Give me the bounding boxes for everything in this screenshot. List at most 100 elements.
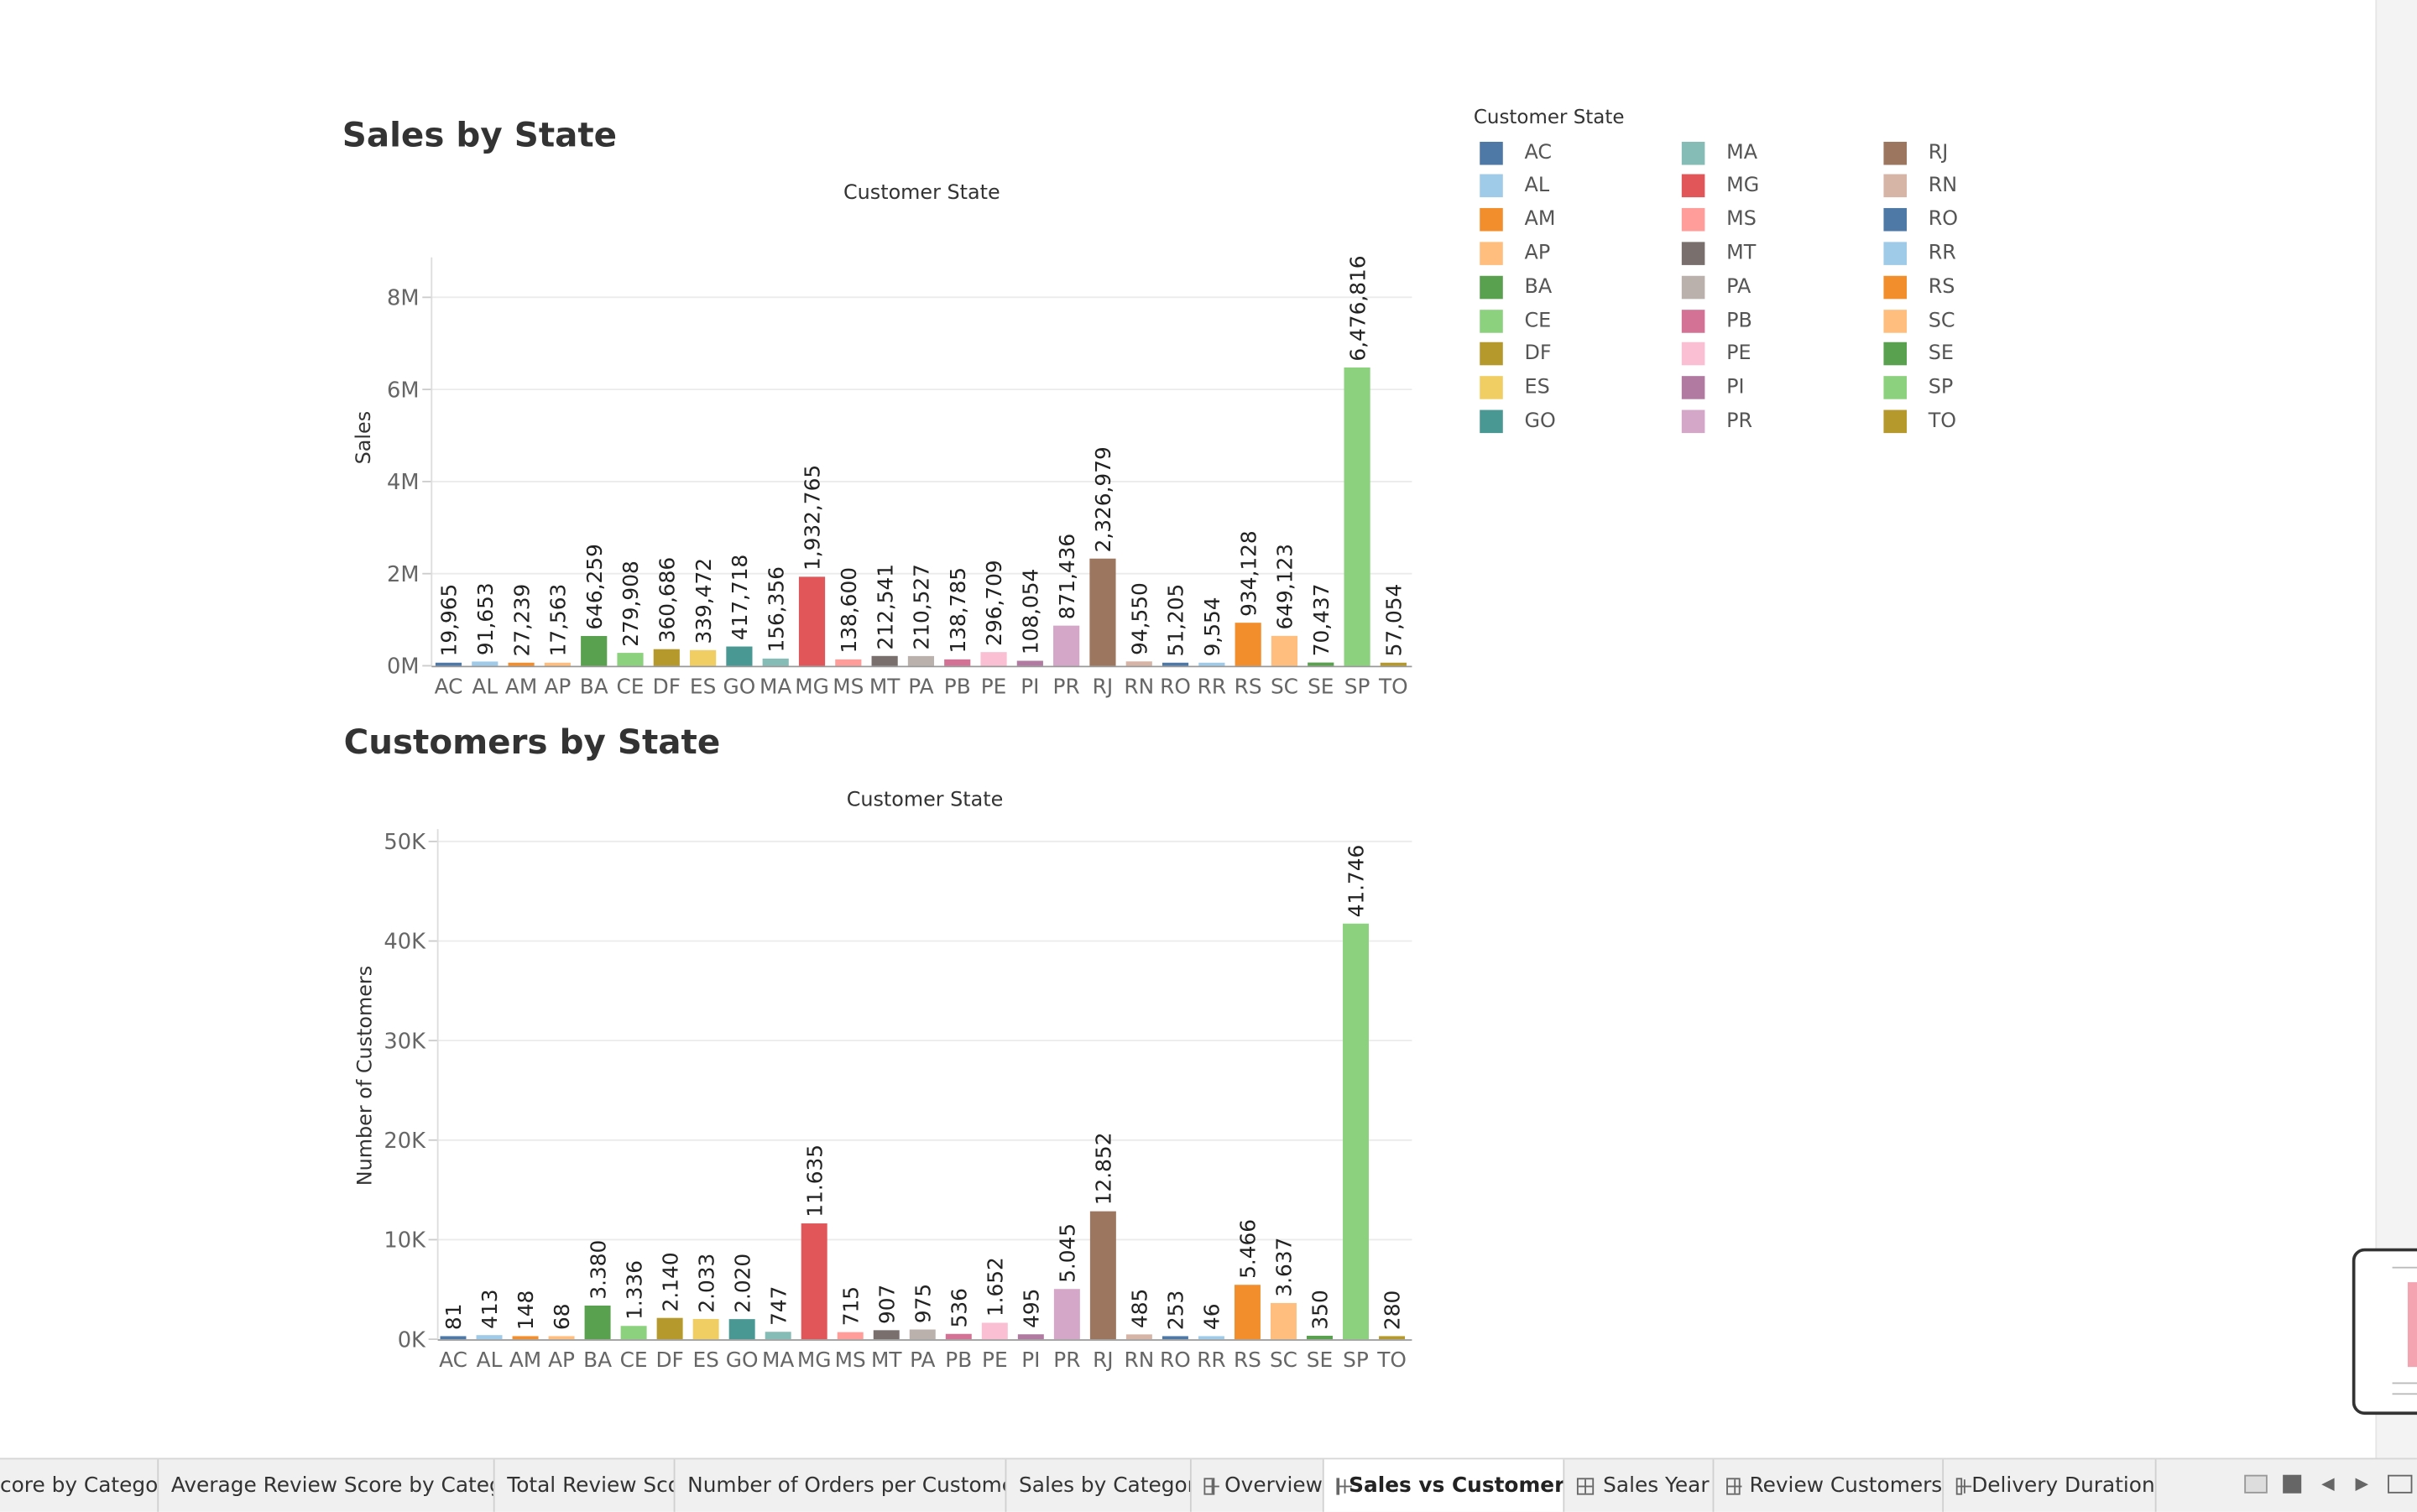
customers-bar-to[interactable] bbox=[1379, 1336, 1406, 1340]
sheet-tab-sales-vs-customers[interactable]: Sales vs Customers bbox=[1323, 1459, 1565, 1512]
sales-bar-al[interactable] bbox=[472, 661, 499, 666]
customers-bar-rn[interactable] bbox=[1125, 1334, 1152, 1340]
tab-view-icon[interactable] bbox=[2283, 1474, 2302, 1494]
sales-bar-pe[interactable] bbox=[980, 652, 1007, 666]
scroll-left-icon[interactable]: ◀ bbox=[2321, 1473, 2335, 1494]
customers-bar-ac[interactable] bbox=[440, 1336, 467, 1340]
legend-item-df[interactable]: DF bbox=[1480, 342, 1552, 366]
customers-bar-ap[interactable] bbox=[548, 1336, 575, 1340]
customers-bar-ro[interactable] bbox=[1162, 1336, 1188, 1340]
sheet-tab-total-review-score[interactable]: Total Review Score bbox=[495, 1459, 676, 1512]
customers-bar-sc[interactable] bbox=[1270, 1302, 1297, 1340]
filmstrip-view-icon[interactable] bbox=[2244, 1474, 2268, 1494]
customers-bar-pe[interactable] bbox=[981, 1322, 1008, 1340]
legend-item-rs[interactable]: RS bbox=[1883, 274, 1955, 299]
sales-bar-am[interactable] bbox=[508, 662, 535, 666]
customers-bar-pb[interactable] bbox=[945, 1333, 972, 1340]
vertical-scrollbar[interactable] bbox=[2375, 0, 2417, 1458]
sheet-tab-delivery-duration[interactable]: Delivery Duration bbox=[1944, 1459, 2157, 1512]
sales-bar-pi[interactable] bbox=[1016, 660, 1043, 666]
customers-bar-rj[interactable] bbox=[1089, 1211, 1116, 1340]
customers-bar-ms[interactable] bbox=[837, 1332, 864, 1340]
customers-by-state-chart[interactable]: Customers by State Customer State Number… bbox=[0, 0, 1433, 1387]
customers-bar-pa[interactable] bbox=[909, 1329, 936, 1340]
legend-item-ba[interactable]: BA bbox=[1480, 274, 1552, 299]
legend-item-pr[interactable]: PR bbox=[1681, 409, 1752, 433]
dashboard-thumbnail-preview[interactable] bbox=[2352, 1248, 2417, 1416]
sales-bar-ba[interactable] bbox=[581, 635, 608, 666]
legend-item-rj[interactable]: RJ bbox=[1883, 140, 1948, 164]
legend-item-ro[interactable]: RO bbox=[1883, 207, 1958, 232]
sales-bar-mg[interactable] bbox=[798, 576, 826, 666]
sheet-tab-number-of-orders-per-customer[interactable]: Number of Orders per Customer bbox=[675, 1459, 1007, 1512]
sales-bar-ms[interactable] bbox=[835, 659, 862, 666]
sales-bar-rs[interactable] bbox=[1235, 623, 1261, 666]
sheet-tab-overview[interactable]: Overview bbox=[1192, 1459, 1324, 1512]
sales-bar-rr[interactable] bbox=[1198, 662, 1225, 666]
legend-item-pi[interactable]: PI bbox=[1681, 375, 1745, 399]
customers-bar-pi[interactable] bbox=[1017, 1334, 1044, 1340]
legend-item-am[interactable]: AM bbox=[1480, 207, 1555, 232]
legend-item-pe[interactable]: PE bbox=[1681, 342, 1751, 366]
sales-bar-mt[interactable] bbox=[871, 655, 898, 666]
sales-bar-pb[interactable] bbox=[944, 659, 971, 666]
sales-bar-ac[interactable] bbox=[435, 662, 462, 666]
legend-item-go[interactable]: GO bbox=[1480, 409, 1556, 433]
customers-bar-am[interactable] bbox=[512, 1336, 539, 1340]
customers-bar-rr[interactable] bbox=[1198, 1336, 1224, 1340]
legend-item-al[interactable]: AL bbox=[1480, 174, 1549, 198]
sales-bar-ma[interactable] bbox=[762, 658, 789, 666]
customers-bar-se[interactable] bbox=[1307, 1335, 1333, 1340]
sales-bar-ro[interactable] bbox=[1162, 662, 1189, 666]
sales-bar-rn[interactable] bbox=[1125, 661, 1152, 666]
sheet-tab-sales-year[interactable]: Sales Year bbox=[1564, 1459, 1715, 1512]
sales-bar-se[interactable] bbox=[1308, 662, 1334, 666]
customers-bar-pr[interactable] bbox=[1053, 1289, 1080, 1340]
sales-bar-ap[interactable] bbox=[544, 662, 571, 666]
scroll-right-icon[interactable]: ▶ bbox=[2355, 1473, 2369, 1494]
customers-bar-ce[interactable] bbox=[620, 1326, 647, 1340]
sales-bar-es[interactable] bbox=[690, 649, 717, 666]
legend-item-sp[interactable]: SP bbox=[1883, 375, 1953, 399]
customers-bar-df[interactable] bbox=[656, 1317, 683, 1340]
customers-bar-go[interactable] bbox=[728, 1319, 755, 1340]
customers-bar-rs[interactable] bbox=[1234, 1285, 1261, 1340]
legend-item-ce[interactable]: CE bbox=[1480, 308, 1551, 332]
sheet-tab-review-customers[interactable]: Review Customers bbox=[1714, 1459, 1945, 1512]
legend-item-rr[interactable]: RR bbox=[1883, 241, 1956, 265]
presentation-mode-icon[interactable] bbox=[2388, 1474, 2413, 1494]
sheet-tab-sales-by-category[interactable]: Sales by Category bbox=[1006, 1459, 1192, 1512]
legend-item-ms[interactable]: MS bbox=[1681, 207, 1757, 232]
legend-item-pb[interactable]: PB bbox=[1681, 308, 1752, 332]
legend-item-se[interactable]: SE bbox=[1883, 342, 1954, 366]
legend-item-ac[interactable]: AC bbox=[1480, 140, 1552, 164]
sales-bar-pr[interactable] bbox=[1053, 625, 1080, 666]
sales-bar-sc[interactable] bbox=[1271, 635, 1298, 666]
legend-item-mt[interactable]: MT bbox=[1681, 241, 1756, 265]
customers-bar-ma[interactable] bbox=[765, 1332, 791, 1340]
sheet-tab-core-by-category[interactable]: core by Category bbox=[0, 1459, 159, 1512]
customers-bar-mg[interactable] bbox=[801, 1223, 827, 1340]
customers-bar-sp[interactable] bbox=[1343, 923, 1370, 1340]
legend-item-to[interactable]: TO bbox=[1883, 409, 1956, 433]
sales-bar-ce[interactable] bbox=[617, 653, 644, 666]
customers-bar-mt[interactable] bbox=[873, 1330, 900, 1340]
sales-bar-to[interactable] bbox=[1380, 662, 1407, 666]
sales-bar-rj[interactable] bbox=[1089, 558, 1116, 666]
sales-bar-df[interactable] bbox=[653, 649, 680, 666]
legend-item-ma[interactable]: MA bbox=[1681, 140, 1757, 164]
customers-bar-ba[interactable] bbox=[584, 1305, 611, 1340]
sheet-tab-average-review-score-by-catego[interactable]: Average Review Score by Catego... bbox=[159, 1459, 495, 1512]
customers-bar-es[interactable] bbox=[692, 1318, 719, 1340]
sales-by-state-chart[interactable]: Sales by State Customer State Sales 0M 2M… bbox=[0, 0, 1433, 724]
legend-item-es[interactable]: ES bbox=[1480, 375, 1550, 399]
legend-item-pa[interactable]: PA bbox=[1681, 274, 1751, 299]
customers-bar-al[interactable] bbox=[476, 1335, 503, 1340]
legend-item-rn[interactable]: RN bbox=[1883, 174, 1957, 198]
sales-bar-go[interactable] bbox=[726, 646, 753, 666]
legend-item-sc[interactable]: SC bbox=[1883, 308, 1955, 332]
legend-item-ap[interactable]: AP bbox=[1480, 241, 1550, 265]
legend-item-mg[interactable]: MG bbox=[1681, 174, 1759, 198]
sales-bar-pa[interactable] bbox=[907, 655, 935, 666]
sales-bar-sp[interactable] bbox=[1344, 367, 1370, 666]
